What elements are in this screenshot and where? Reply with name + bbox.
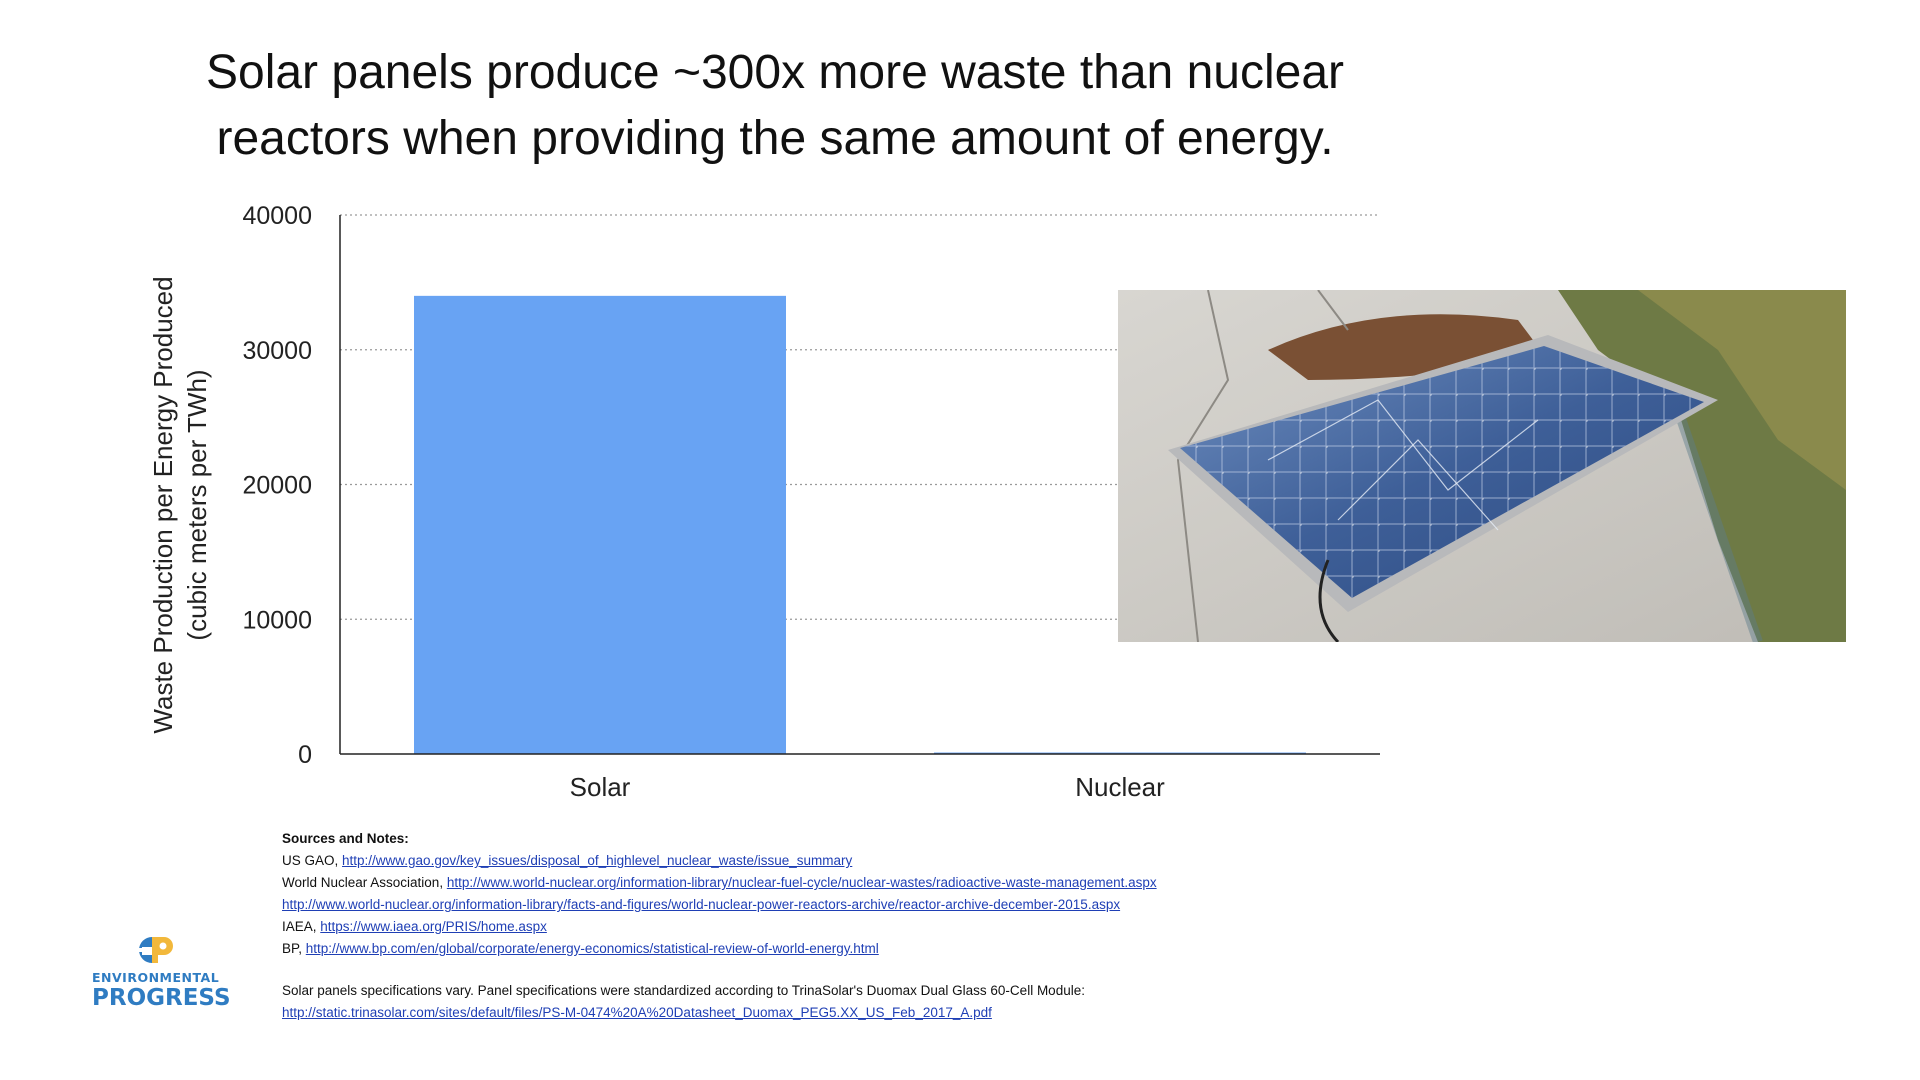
panel-spec-note: Solar panels specifications vary. Panel …	[282, 983, 1085, 998]
x-tick-label: Solar	[570, 772, 631, 802]
source-line-bp: BP, http://www.bp.com/en/global/corporat…	[282, 941, 879, 956]
axis-layer: 0 10000 20000 30000 40000 Solar Nuclear	[242, 202, 1380, 802]
y-axis-label: Waste Production per Energy Produced	[148, 276, 178, 733]
source-line-iaea: IAEA, https://www.iaea.org/PRIS/home.asp…	[282, 919, 547, 934]
source-line-wna-1: World Nuclear Association, http://www.wo…	[282, 875, 1157, 890]
y-tick-label: 0	[298, 741, 312, 769]
source-link-wna-2[interactable]: http://www.world-nuclear.org/information…	[282, 897, 1121, 912]
panel-spec-link-line: http://static.trinasolar.com/sites/defau…	[282, 1002, 1682, 1024]
slide-title-line-1: Solar panels produce ~300x more waste th…	[205, 46, 1345, 99]
source-line-wna-2: http://www.world-nuclear.org/information…	[282, 894, 1682, 916]
source-link-wna-1[interactable]: http://www.world-nuclear.org/information…	[446, 875, 1157, 890]
bar-solar	[414, 295, 786, 754]
panel-spec-link[interactable]: http://static.trinasolar.com/sites/defau…	[282, 1005, 992, 1020]
source-link-bp[interactable]: http://www.bp.com/en/global/corporate/en…	[305, 941, 879, 956]
y-tick-label: 10000	[242, 606, 312, 634]
sources-heading: Sources and Notes:	[282, 831, 409, 846]
environmental-progress-logo: ENVIRONMENTAL PROGRESS	[92, 935, 231, 1011]
source-link-gao[interactable]: http://www.gao.gov/key_issues/disposal_o…	[342, 853, 853, 868]
logo-line-1: ENVIRONMENTAL	[92, 970, 220, 985]
slide-title: Solar panels produce ~300x more waste th…	[150, 40, 1400, 172]
source-link-iaea[interactable]: https://www.iaea.org/PRIS/home.aspx	[320, 919, 547, 934]
label-layer: Waste Production per Energy Produced (cu…	[148, 276, 212, 733]
y-tick-label: 40000	[242, 202, 312, 230]
sources-and-notes: Sources and Notes: US GAO, http://www.ga…	[282, 828, 1682, 1024]
y-tick-label: 20000	[242, 472, 312, 500]
y-axis-unit-label: (cubic meters per TWh)	[182, 369, 212, 640]
logo-line-2: PROGRESS	[92, 985, 231, 1011]
y-tick-label: 30000	[242, 337, 312, 365]
broken-solar-panel-photo	[1118, 290, 1846, 642]
bar-layer	[414, 295, 1306, 755]
ep-logo-mark-icon	[134, 937, 173, 963]
sources-spacer	[282, 960, 1682, 980]
slide-title-line-2: reactors when providing the same amount …	[216, 112, 1334, 165]
x-tick-label: Nuclear	[1075, 772, 1165, 802]
source-line-gao: US GAO, http://www.gao.gov/key_issues/di…	[282, 853, 853, 868]
